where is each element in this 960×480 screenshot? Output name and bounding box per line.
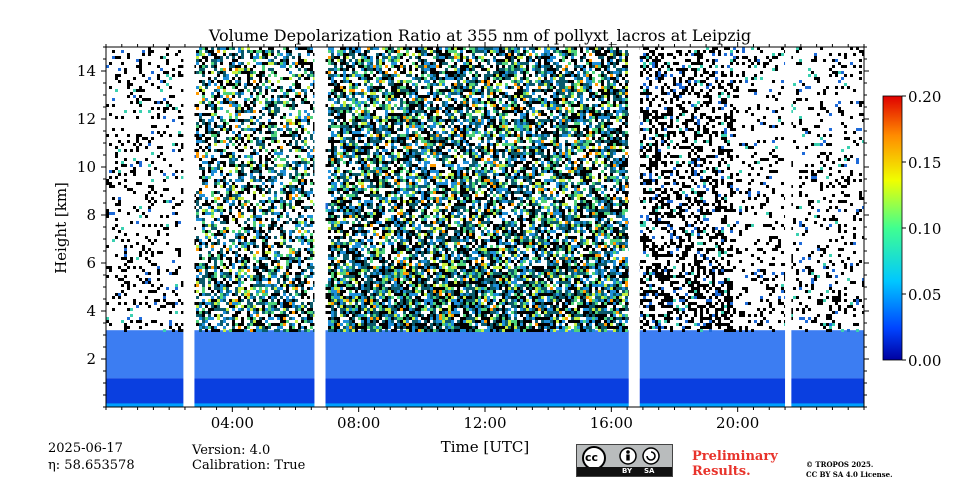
calibration-info: Calibration: True: [192, 458, 306, 473]
y-axis-label: Height [km]: [52, 182, 70, 274]
x-tick-label: 16:00: [590, 414, 633, 432]
x-tick-label: 20:00: [716, 414, 759, 432]
cc-license-badge: cc BY SA: [576, 444, 673, 477]
version-info: Version: 4.0: [192, 443, 271, 458]
near-ground-band: [106, 403, 864, 407]
y-tick-label: 4: [86, 302, 96, 320]
boundary-layer-band: [106, 378, 864, 407]
chart-title: Volume Depolarization Ratio at 355 nm of…: [208, 26, 752, 45]
noise-speckle-layer: [106, 47, 864, 332]
x-axis-label: Time [UTC]: [441, 438, 530, 456]
data-gap: [785, 47, 792, 407]
colorbar-tick-label: 0.00: [908, 352, 941, 370]
colorbar-tick-label: 0.05: [908, 286, 941, 304]
cc-sa-label: SA: [644, 467, 655, 475]
preliminary-results-note: Preliminary Results.: [692, 449, 778, 479]
copyright-line-2: CC BY SA 4.0 License.: [806, 470, 893, 479]
data-gap: [314, 47, 326, 407]
data-gap: [183, 47, 195, 407]
y-tick-label: 2: [86, 350, 96, 368]
y-tick-label: 8: [86, 206, 96, 224]
copyright-line-1: © TROPOS 2025.: [806, 460, 874, 469]
colorbar-tick-label: 0.20: [908, 88, 941, 106]
aerosol-layer-band: [106, 330, 864, 379]
x-tick-label: 04:00: [211, 414, 254, 432]
y-tick-label: 6: [86, 254, 96, 272]
measurement-date: 2025-06-17: [48, 441, 123, 456]
x-tick-label: 08:00: [337, 414, 380, 432]
cc-icon: cc: [585, 451, 599, 464]
data-gap: [628, 47, 640, 407]
colorbar-tick-label: 0.10: [908, 220, 941, 238]
cc-by-label: BY: [622, 467, 633, 475]
y-tick-label: 10: [77, 158, 96, 176]
y-tick-label: 14: [77, 62, 96, 80]
colorbar: [882, 95, 903, 361]
eta-value: η: 58.653578: [48, 458, 135, 473]
y-tick-label: 12: [77, 110, 96, 128]
x-tick-label: 12:00: [463, 414, 506, 432]
colorbar-tick-label: 0.15: [908, 154, 941, 172]
